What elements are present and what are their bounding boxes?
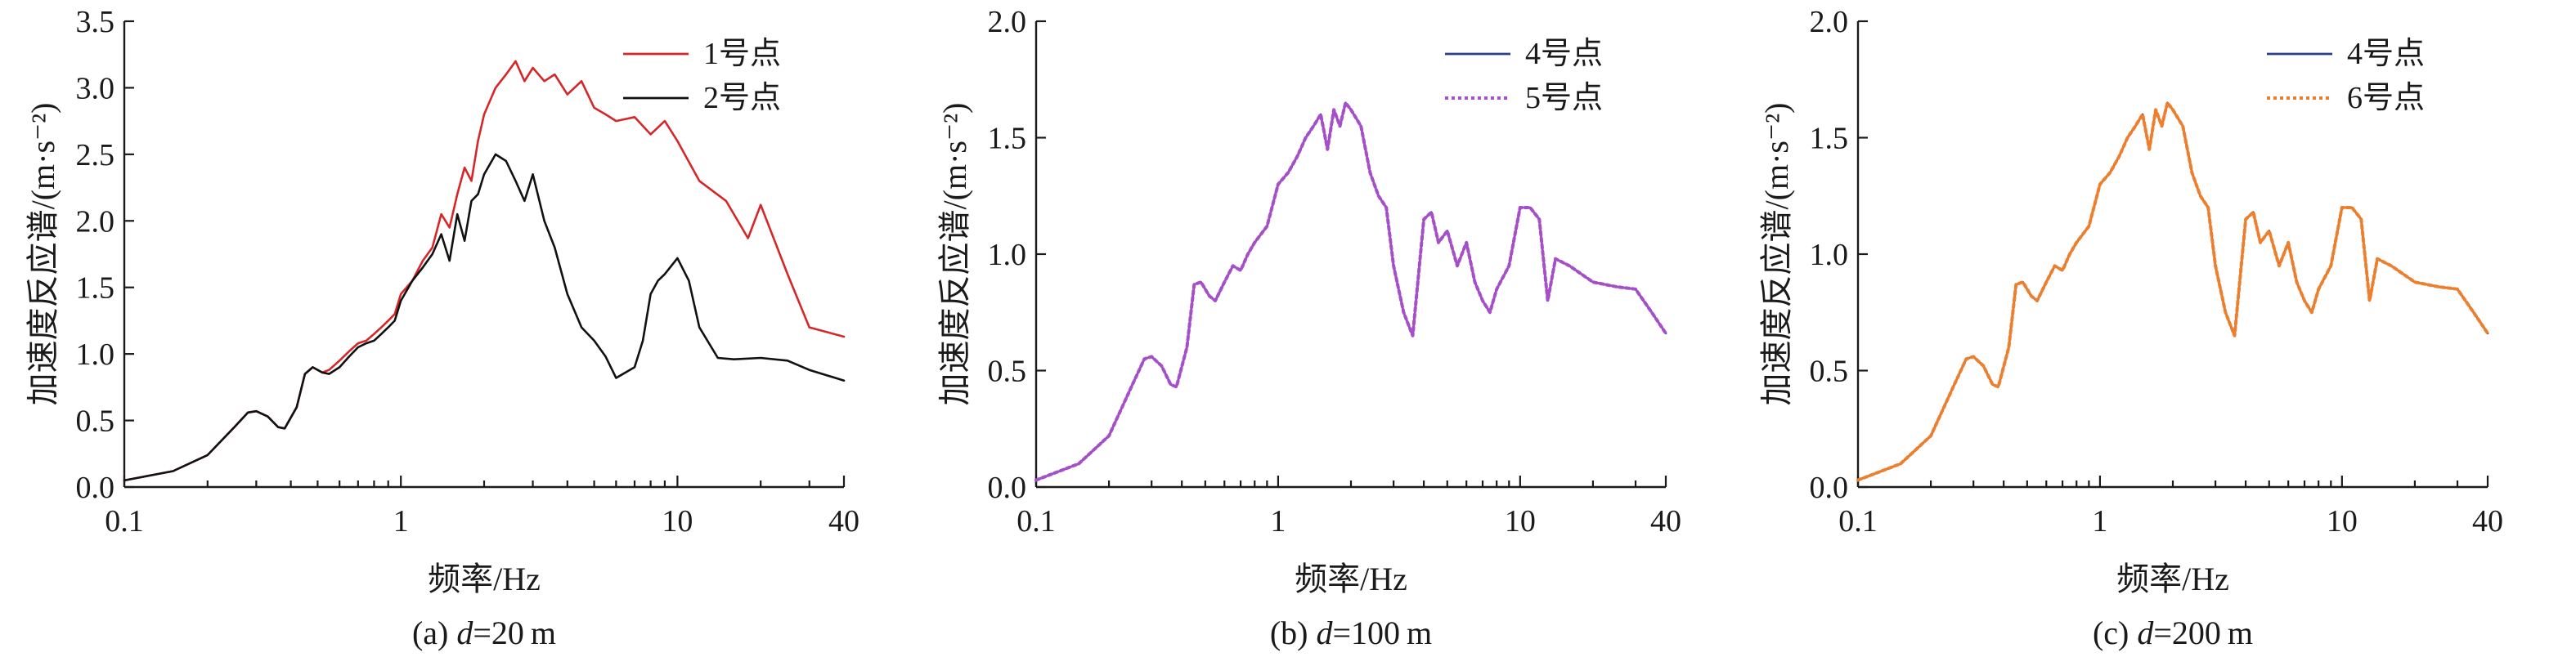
series-line-1 bbox=[1856, 101, 2489, 481]
x-tick-label: 0.1 bbox=[1016, 504, 1056, 539]
y-tick-label: 0.5 bbox=[76, 404, 115, 439]
panel-caption: (c) d=200 m bbox=[2093, 615, 2253, 651]
legend-label: 6号点 bbox=[2347, 81, 2425, 115]
panel-caption: (a) d=20 m bbox=[412, 615, 556, 651]
x-axis-title: 频率/Hz bbox=[2116, 561, 2229, 597]
y-tick-label: 1.5 bbox=[1810, 122, 1849, 156]
x-axis-title: 频率/Hz bbox=[1295, 561, 1407, 597]
y-tick-label: 2.0 bbox=[988, 5, 1027, 39]
x-tick-label: 40 bbox=[1650, 504, 1681, 539]
y-tick-label: 3.0 bbox=[76, 71, 115, 105]
legend-label: 4号点 bbox=[1525, 37, 1603, 71]
y-tick-label: 0.0 bbox=[988, 471, 1027, 505]
y-axis-title: 加速度反应谱/(m·s⁻²) bbox=[936, 103, 973, 406]
x-tick-label: 1 bbox=[1270, 504, 1286, 539]
series-line-1 bbox=[1034, 101, 1667, 481]
x-axis-title: 频率/Hz bbox=[428, 561, 541, 597]
series-line-2 bbox=[1856, 101, 2489, 482]
x-tick-label: 0.1 bbox=[105, 504, 144, 539]
legend-label: 5号点 bbox=[1525, 81, 1603, 115]
panel-caption: (b) d=100 m bbox=[1270, 615, 1432, 651]
y-tick-label: 0.5 bbox=[1810, 355, 1849, 389]
series-line-1 bbox=[123, 60, 846, 482]
y-tick-label: 2.0 bbox=[76, 204, 115, 239]
y-tick-label: 1.0 bbox=[1810, 238, 1849, 272]
x-tick-label: 0.1 bbox=[1838, 504, 1878, 539]
y-tick-label: 0.0 bbox=[1810, 471, 1849, 505]
legend-label: 4号点 bbox=[2347, 37, 2425, 71]
x-tick-label: 40 bbox=[2472, 504, 2503, 539]
legend-label: 1号点 bbox=[703, 37, 781, 71]
y-tick-label: 1.0 bbox=[988, 238, 1027, 272]
y-tick-label: 3.5 bbox=[76, 5, 115, 39]
x-tick-label: 10 bbox=[2327, 504, 2358, 539]
y-axis-title: 加速度反应谱/(m·s⁻²) bbox=[1758, 103, 1795, 406]
x-tick-label: 10 bbox=[662, 504, 693, 539]
legend-label: 2号点 bbox=[703, 81, 781, 115]
chart-panel-1: 0.0 0.5 1.0 1.5 2.0 2.5 3.0 3.5 0.1 1 10 40 1号点 2号点频率… bbox=[25, 5, 859, 651]
series-line-2 bbox=[123, 153, 846, 482]
x-tick-label: 1 bbox=[2092, 504, 2107, 539]
y-tick-label: 2.5 bbox=[76, 138, 115, 172]
y-tick-label: 0.5 bbox=[988, 355, 1027, 389]
y-axis-title: 加速度反应谱/(m·s⁻²) bbox=[25, 103, 61, 406]
y-tick-label: 2.0 bbox=[1810, 5, 1849, 39]
x-tick-label: 1 bbox=[393, 504, 409, 539]
y-tick-label: 0.0 bbox=[76, 471, 115, 505]
y-tick-label: 1.5 bbox=[76, 271, 115, 306]
y-tick-label: 1.0 bbox=[76, 337, 115, 372]
y-tick-label: 1.5 bbox=[988, 122, 1027, 156]
x-tick-label: 10 bbox=[1505, 504, 1536, 539]
x-tick-label: 40 bbox=[828, 504, 859, 539]
series-line-2 bbox=[1034, 101, 1667, 482]
